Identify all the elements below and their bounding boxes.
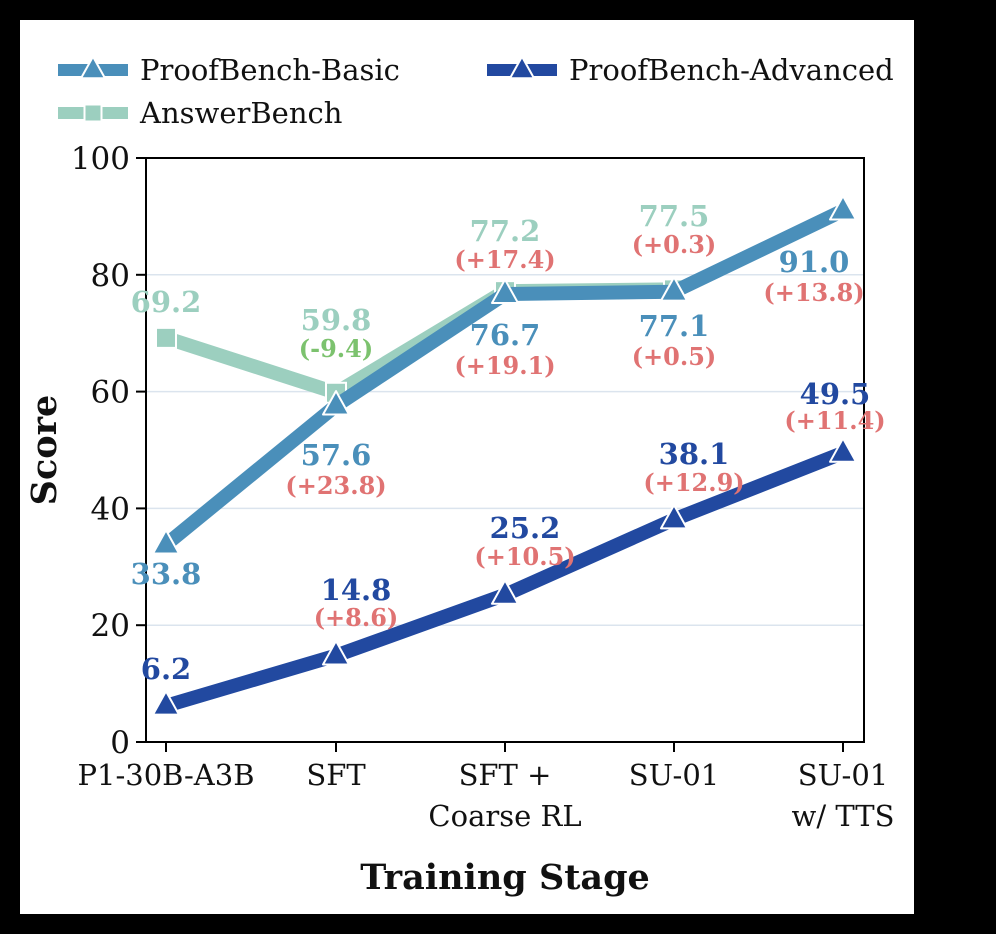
- legend: AnswerBench ProofBench-Basic ProofBench-Ad…: [58, 53, 894, 130]
- delta-label-proofbench-advanced: (+11.4): [784, 406, 885, 435]
- axes: 0 20 40 60 80 100 P1-30B-A3B SFT SFT + Coarse RL S…: [71, 141, 895, 833]
- x-tick-label: SU-01: [798, 758, 889, 792]
- point-proofbench-basic: [491, 278, 519, 304]
- legend-label-proofbench-advanced: ProofBench-Advanced: [569, 53, 894, 87]
- value-label-answerbench: 77.5: [639, 199, 710, 233]
- delta-label-proofbench-basic: (+19.1): [454, 351, 555, 380]
- value-label-proofbench-advanced: 25.2: [490, 511, 561, 545]
- x-tick-label: SFT +: [459, 758, 552, 792]
- x-tick-label: w/ TTS: [792, 799, 895, 833]
- delta-label-proofbench-basic: (+0.5): [632, 342, 717, 371]
- x-axis-title: Training Stage: [360, 857, 650, 898]
- value-label-proofbench-basic: 76.7: [470, 318, 541, 352]
- delta-label-answerbench: (+0.3): [632, 230, 717, 259]
- value-label-proofbench-advanced: 49.5: [800, 377, 871, 411]
- y-tick-label: 100: [71, 141, 130, 177]
- x-tick-label: P1-30B-A3B: [77, 758, 254, 792]
- gridlines: [146, 274, 864, 626]
- value-label-proofbench-advanced: 14.8: [321, 573, 392, 607]
- legend-marker-answerbench: [83, 103, 103, 123]
- y-tick-label: 20: [91, 608, 130, 644]
- series-layer: [152, 195, 857, 716]
- point-proofbench-advanced: [322, 640, 350, 666]
- value-label-proofbench-basic: 33.8: [131, 557, 202, 591]
- point-answerbench: [155, 326, 177, 349]
- point-proofbench-basic: [322, 390, 350, 416]
- x-tick-label: SU-01: [629, 758, 720, 792]
- x-tick-label: SFT: [306, 758, 366, 792]
- value-label-answerbench: 69.2: [131, 285, 202, 319]
- x-tick-label: Coarse RL: [428, 799, 581, 833]
- delta-label-answerbench: (-9.4): [299, 334, 373, 363]
- point-proofbench-basic: [829, 195, 857, 221]
- value-label-answerbench: 77.2: [470, 214, 541, 248]
- y-tick-label: 60: [91, 375, 130, 411]
- legend-label-answerbench: AnswerBench: [139, 96, 342, 130]
- delta-label-answerbench: (+17.4): [454, 245, 555, 274]
- point-proofbench-basic: [152, 529, 180, 555]
- value-label-proofbench-basic: 77.1: [639, 309, 710, 343]
- delta-label-proofbench-advanced: (+10.5): [474, 542, 575, 571]
- delta-label-proofbench-basic: (+13.8): [763, 278, 864, 307]
- series-line-answerbench: [159, 282, 681, 400]
- chart-figure: 0 20 40 60 80 100 P1-30B-A3B SFT SFT + Coarse RL S…: [20, 20, 914, 914]
- point-proofbench-basic: [660, 276, 688, 302]
- delta-label-proofbench-basic: (+23.8): [285, 471, 386, 500]
- y-axis-title: Score: [24, 395, 65, 506]
- delta-label-proofbench-advanced: (+8.6): [314, 603, 399, 632]
- y-tick-label: 40: [91, 491, 130, 527]
- point-proofbench-advanced: [829, 437, 857, 463]
- value-label-proofbench-advanced: 6.2: [141, 652, 191, 686]
- value-label-answerbench: 59.8: [301, 303, 372, 337]
- value-label-proofbench-basic: 91.0: [779, 245, 850, 279]
- line-chart: 0 20 40 60 80 100 P1-30B-A3B SFT SFT + Coarse RL S…: [24, 53, 895, 898]
- legend-marker-proofbench-advanced: [509, 55, 535, 80]
- value-label-proofbench-basic: 57.6: [301, 438, 372, 472]
- data-labels: 69.2 59.8(-9.4) 77.2(+17.4) 77.5(+0.3) 33.8 5…: [131, 199, 886, 686]
- y-tick-label: 80: [91, 258, 130, 294]
- point-proofbench-advanced: [660, 503, 688, 530]
- point-proofbench-advanced: [491, 579, 519, 605]
- value-label-proofbench-advanced: 38.1: [659, 437, 730, 471]
- legend-marker-proofbench-basic: [80, 55, 106, 80]
- delta-label-proofbench-advanced: (+12.9): [643, 468, 744, 497]
- point-proofbench-advanced: [152, 690, 180, 716]
- legend-label-proofbench-basic: ProofBench-Basic: [140, 53, 400, 87]
- y-tick-label: 0: [110, 725, 130, 761]
